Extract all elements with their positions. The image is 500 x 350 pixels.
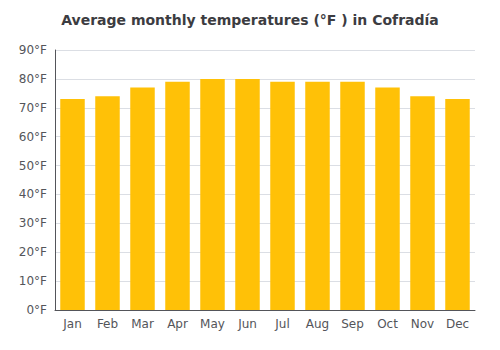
- svg-text:Feb: Feb: [97, 317, 118, 331]
- svg-text:Dec: Dec: [446, 317, 469, 331]
- svg-text:Jan: Jan: [62, 317, 82, 331]
- svg-text:Mar: Mar: [131, 317, 154, 331]
- svg-text:0°F: 0°F: [26, 303, 47, 317]
- svg-text:70°F: 70°F: [19, 101, 47, 115]
- svg-text:Nov: Nov: [411, 317, 434, 331]
- svg-text:10°F: 10°F: [19, 274, 47, 288]
- svg-text:Apr: Apr: [167, 317, 188, 331]
- svg-text:Sep: Sep: [341, 317, 364, 331]
- svg-text:Jun: Jun: [237, 317, 257, 331]
- svg-text:Oct: Oct: [377, 317, 398, 331]
- svg-text:50°F: 50°F: [19, 159, 47, 173]
- svg-text:80°F: 80°F: [19, 72, 47, 86]
- svg-text:Aug: Aug: [306, 317, 329, 331]
- svg-text:Jul: Jul: [274, 317, 289, 331]
- svg-text:30°F: 30°F: [19, 216, 47, 230]
- svg-text:20°F: 20°F: [19, 245, 47, 259]
- svg-text:60°F: 60°F: [19, 130, 47, 144]
- svg-text:90°F: 90°F: [19, 43, 47, 57]
- svg-text:May: May: [200, 317, 225, 331]
- svg-text:40°F: 40°F: [19, 187, 47, 201]
- svg-text:Average monthly temperatures (: Average monthly temperatures (°F ) in Co…: [61, 12, 439, 28]
